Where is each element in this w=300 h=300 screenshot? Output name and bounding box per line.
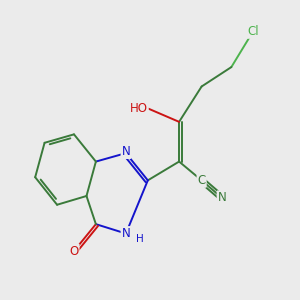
Text: Cl: Cl — [248, 25, 259, 38]
Text: N: N — [218, 191, 226, 204]
Text: H: H — [136, 234, 144, 244]
Text: N: N — [122, 227, 130, 240]
Text: C: C — [197, 174, 206, 187]
Text: N: N — [122, 145, 130, 158]
Text: O: O — [69, 244, 79, 258]
Text: HO: HO — [130, 102, 148, 115]
